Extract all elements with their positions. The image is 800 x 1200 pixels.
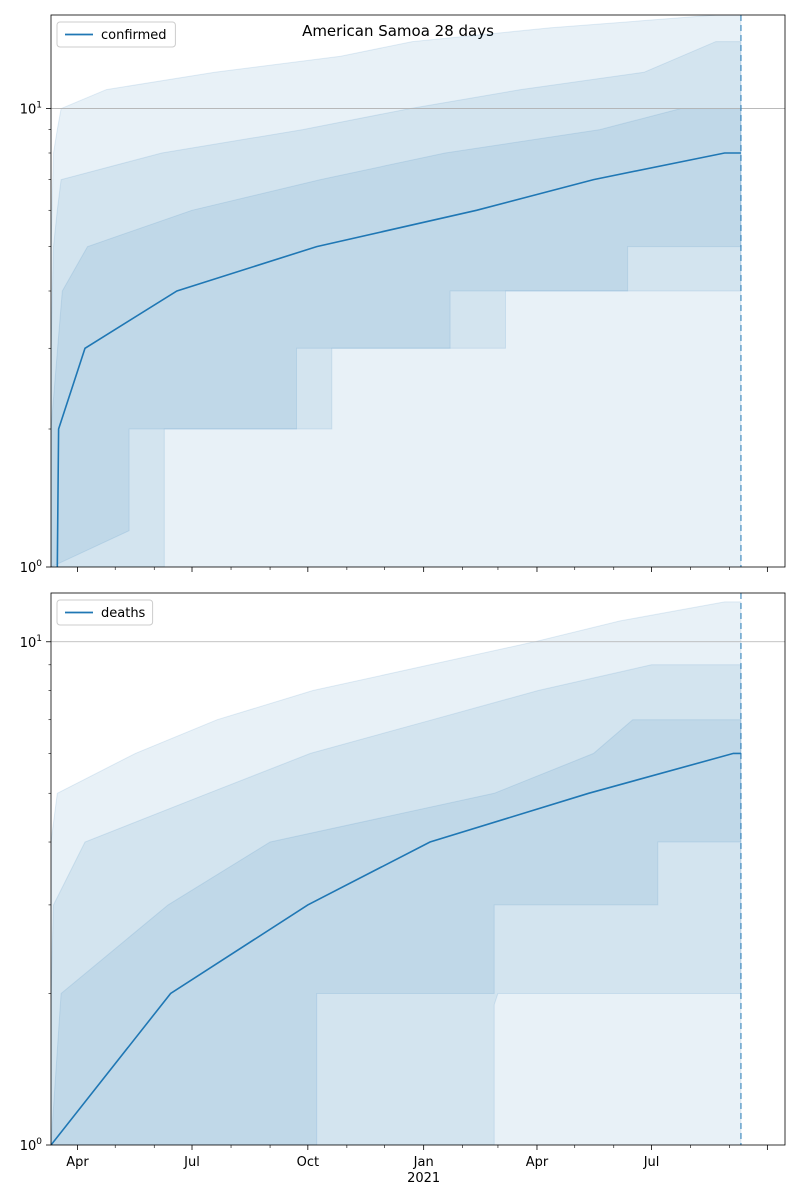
confirmed-axes: 100 101 confirmed: [20, 14, 786, 576]
legend-label: deaths: [101, 606, 146, 621]
band-outer: [51, 601, 742, 1145]
deaths-axes: 100 101 Apr Jul Oct Jan Apr Jul 2021 deaths: [20, 592, 786, 1186]
y-tick-label: 101: [20, 101, 42, 118]
x-tick-label: Apr: [66, 1155, 89, 1170]
y-tick-label: 100: [20, 559, 43, 576]
x-tick-label: Jul: [643, 1155, 660, 1170]
x-tick-label: Oct: [297, 1155, 319, 1170]
legend: confirmed: [56, 21, 176, 48]
series-line-confirmed: [56, 152, 741, 567]
series-line-deaths: [51, 752, 741, 1145]
band-inner: [51, 719, 742, 1145]
chart-title: American Samoa 28 days: [302, 22, 494, 40]
axes-frame: [50, 592, 786, 1146]
x-tick-label: Jul: [183, 1155, 200, 1170]
x-tick-label: Apr: [526, 1155, 549, 1170]
x-tick-label: Jan: [413, 1155, 434, 1170]
x-year-label: 2021: [407, 1171, 440, 1186]
band-middle: [51, 41, 742, 567]
y-tick-label: 101: [20, 634, 42, 651]
legend: deaths: [56, 599, 154, 626]
legend-label: confirmed: [101, 28, 167, 43]
y-tick-label: 100: [20, 1137, 43, 1154]
